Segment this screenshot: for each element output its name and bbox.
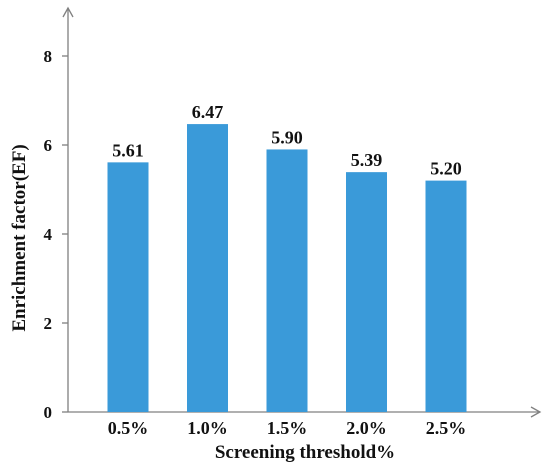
data-label: 6.47 xyxy=(192,102,224,122)
plot-area: 0 2 4 6 8 5.61 6.47 5.90 5.39 5.20 0.5% 1.0% 1.5% 2… xyxy=(44,6,542,438)
bars xyxy=(107,124,467,413)
bar xyxy=(425,180,467,412)
y-tick-label: 8 xyxy=(44,47,53,66)
y-axis-arrow xyxy=(62,6,74,18)
x-tick-label: 1.0% xyxy=(187,418,228,438)
y-tick-label: 2 xyxy=(44,314,53,333)
y-ticks: 0 2 4 6 8 xyxy=(44,47,68,422)
y-tick-label: 6 xyxy=(44,136,53,155)
x-tick-labels: 0.5% 1.0% 1.5% 2.0% 2.5% xyxy=(108,418,467,438)
x-tick-label: 2.5% xyxy=(426,418,467,438)
y-tick-label: 4 xyxy=(44,225,53,244)
y-axis-title: Enrichment factor(EF) xyxy=(9,144,30,331)
bar xyxy=(346,172,387,412)
x-axis-arrow xyxy=(530,406,542,418)
y-tick-label: 0 xyxy=(44,403,53,422)
bar xyxy=(187,124,228,413)
bar xyxy=(107,162,149,412)
bar xyxy=(266,149,308,412)
data-labels: 5.61 6.47 5.90 5.39 5.20 xyxy=(112,102,462,179)
x-tick-label: 2.0% xyxy=(346,418,387,438)
data-label: 5.90 xyxy=(271,127,303,147)
data-label: 5.20 xyxy=(430,159,462,179)
data-label: 5.61 xyxy=(112,140,144,160)
x-axis-title: Screening threshold% xyxy=(215,442,395,463)
data-label: 5.39 xyxy=(351,150,383,170)
x-tick-label: 1.5% xyxy=(267,418,308,438)
x-tick-label: 0.5% xyxy=(108,418,149,438)
